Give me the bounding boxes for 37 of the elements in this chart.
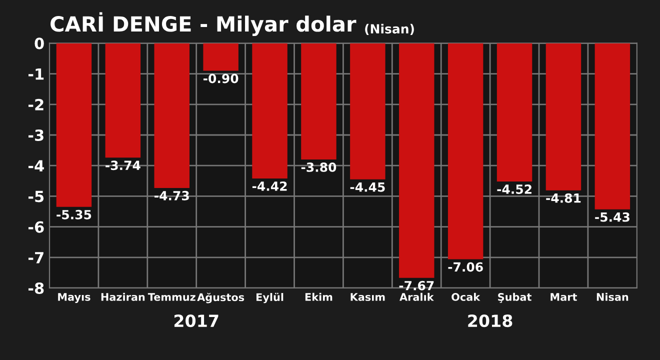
- x-tick-label: Haziran: [101, 292, 145, 301]
- x-tick-label: Temmuz: [148, 293, 196, 301]
- chart-subtitle: (Nisan): [365, 24, 414, 36]
- x-tick-label: Ekim: [305, 292, 332, 301]
- text: 2017: [174, 314, 218, 328]
- data-label: -4.81: [546, 193, 581, 203]
- x-tick-label: Eylül: [256, 292, 284, 304]
- data-label: -5.35: [56, 210, 92, 220]
- y-tick-label: -6: [28, 221, 44, 233]
- data-label: -3.80: [301, 162, 336, 172]
- y-tick-label: -5: [28, 190, 44, 202]
- y-tick-label: -8: [28, 282, 44, 294]
- x-tick-label: Ocak: [452, 292, 480, 301]
- x-tick-label: Ağustos: [197, 292, 244, 304]
- data-label: -7.67: [399, 280, 434, 290]
- y-tick-label: -3: [28, 129, 44, 142]
- chart-title: CARİ DENGE - Milyar dolar: [50, 12, 356, 36]
- data-label: -4.42: [252, 181, 287, 191]
- data-label: -3.74: [106, 160, 140, 170]
- data-label: -4.73: [154, 190, 189, 200]
- y-tick-label: -4: [28, 160, 44, 172]
- x-tick-label: Nisan: [596, 292, 628, 301]
- y-tick-label: -1: [28, 68, 44, 80]
- x-tick-label: Kasım: [350, 293, 385, 301]
- x-tick-label: Şubat: [498, 292, 532, 303]
- x-tick-label: Mart: [550, 293, 577, 301]
- x-tick-label: Aralık: [400, 292, 434, 301]
- data-label: -4.45: [350, 182, 385, 192]
- y-tick-label: 0: [34, 38, 44, 50]
- data-label: -0.90: [203, 74, 238, 84]
- data-label: -5.43: [595, 212, 630, 222]
- data-label: -7.06: [448, 262, 483, 272]
- y-tick-label: -7: [28, 252, 44, 264]
- y-tick-label: -2: [28, 98, 44, 110]
- text: 2018: [468, 314, 512, 328]
- data-label: -4.52: [497, 184, 532, 194]
- x-tick-label: Mayıs: [58, 293, 90, 303]
